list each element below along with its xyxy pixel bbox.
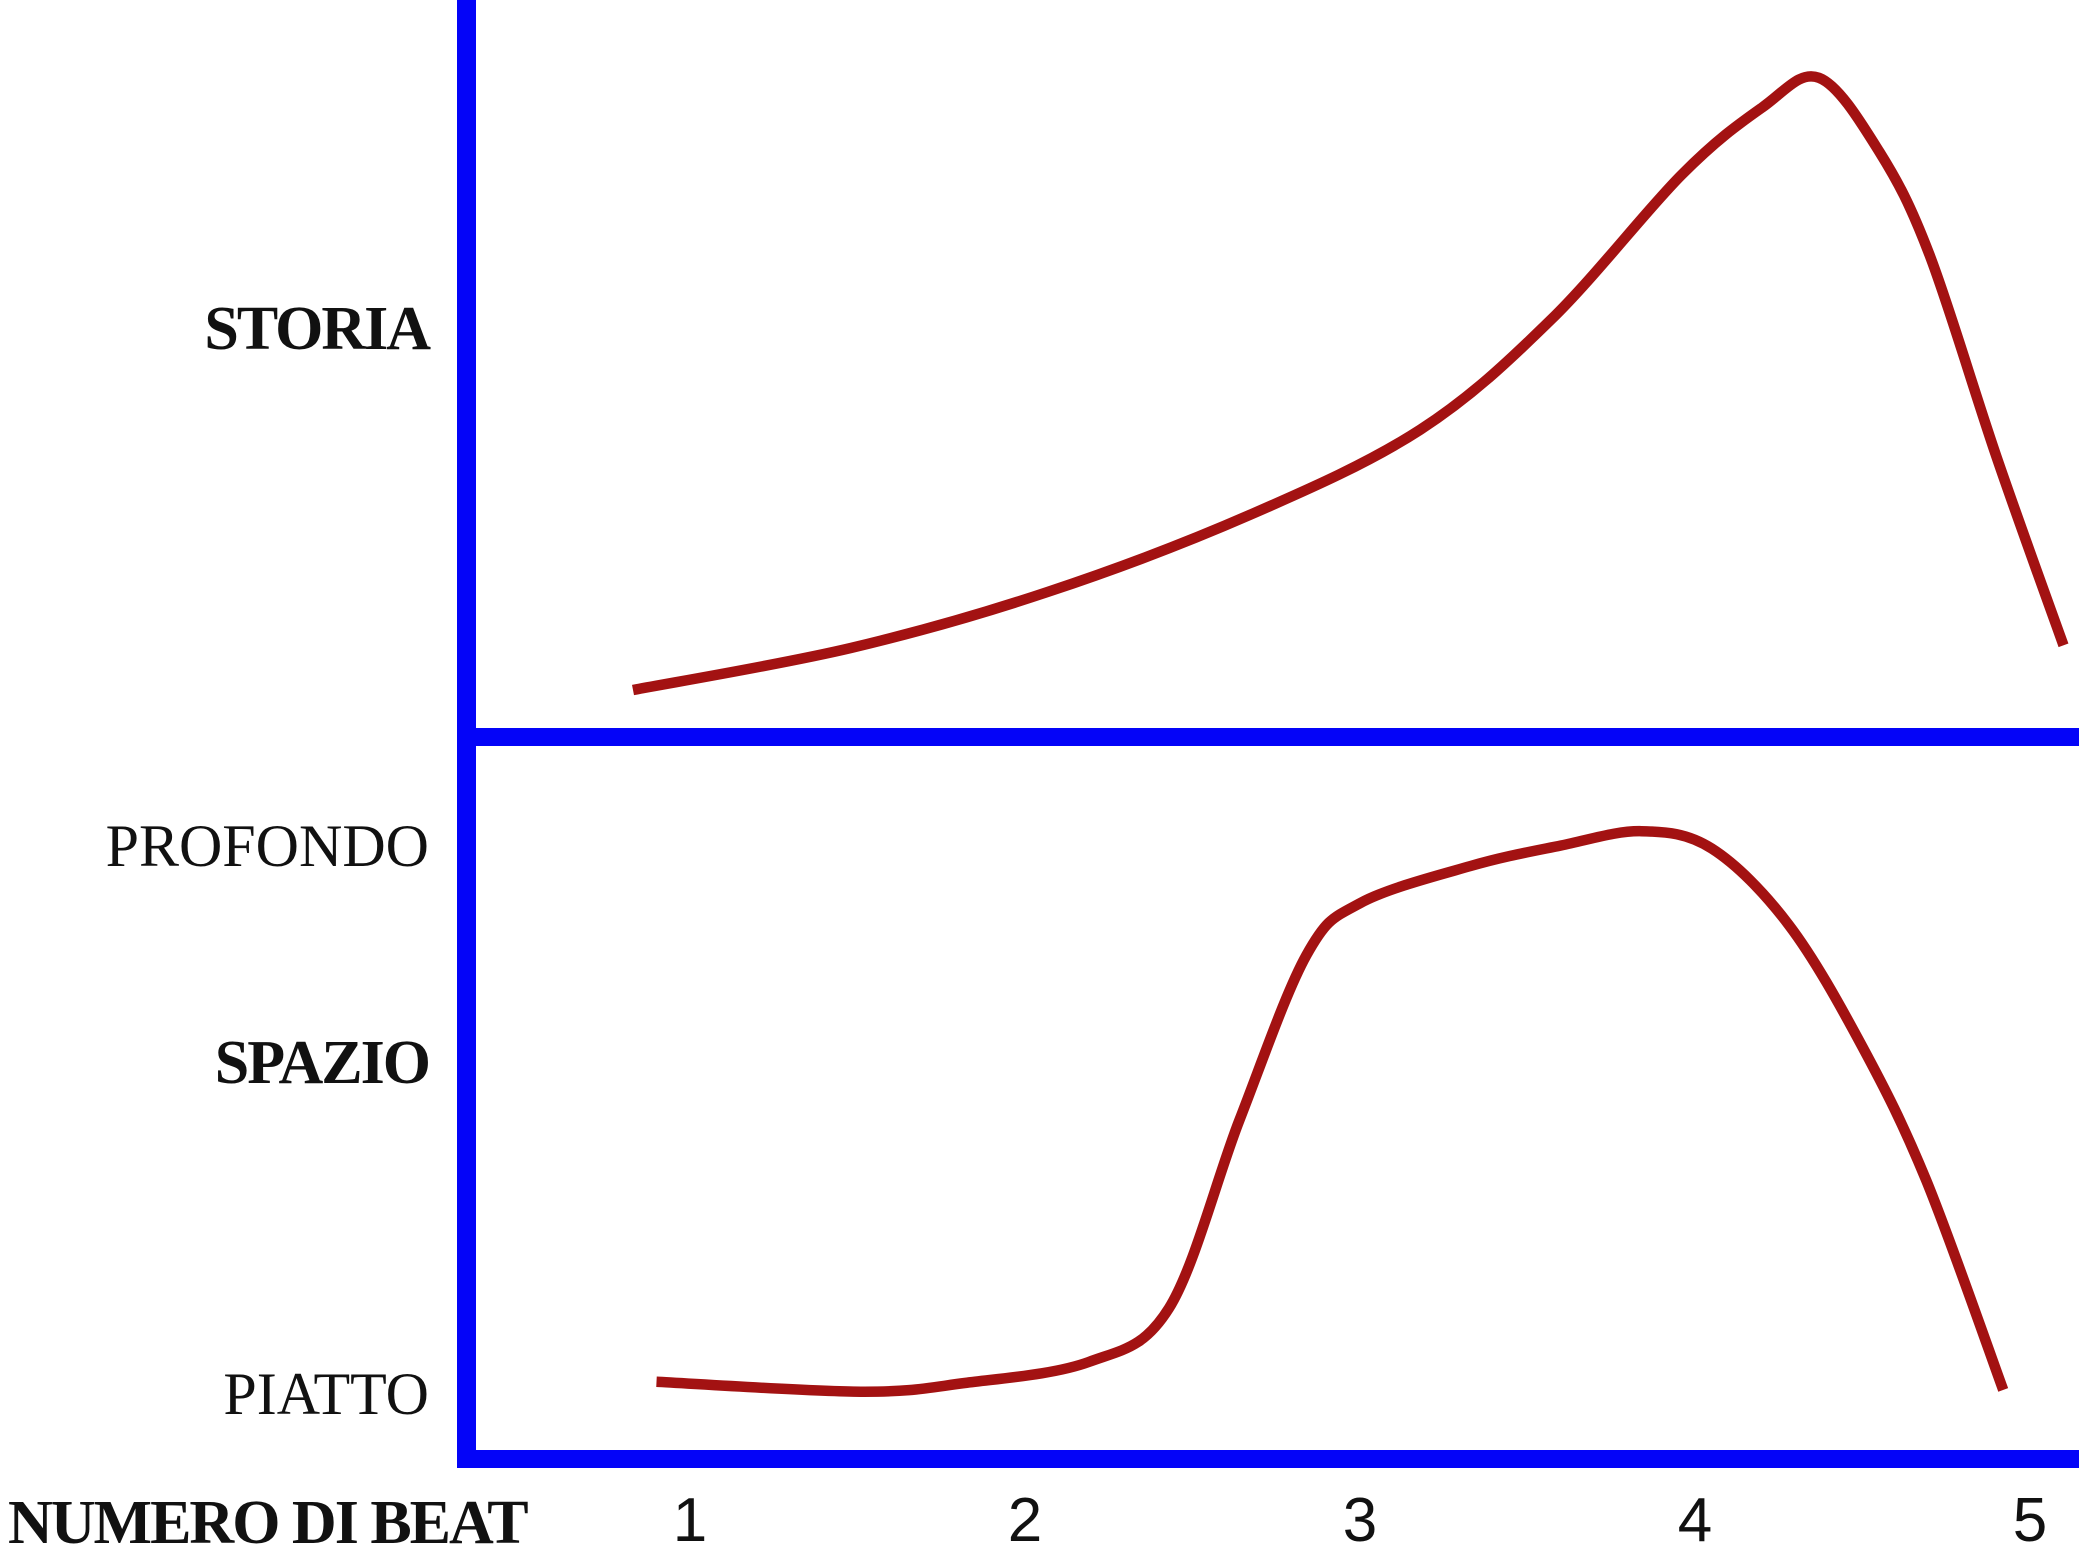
- piatto-level-label: PIATTO: [223, 1361, 429, 1427]
- x-axis-title: NUMERO DI BEAT: [8, 1489, 529, 1553]
- storia-axis-label: STORIA: [204, 295, 431, 363]
- space-curve: [656, 825, 2009, 1397]
- x-tick-label: 1: [672, 1486, 708, 1553]
- x-tick-label: 5: [2012, 1486, 2048, 1553]
- x-tick-label: 2: [1007, 1486, 1043, 1553]
- story-curve: [632, 71, 2069, 696]
- profondo-level-label: PROFONDO: [105, 813, 429, 879]
- x-tick-label: 3: [1342, 1486, 1378, 1553]
- spazio-axis-label: SPAZIO: [214, 1029, 431, 1097]
- x-tick-label: 4: [1677, 1486, 1713, 1553]
